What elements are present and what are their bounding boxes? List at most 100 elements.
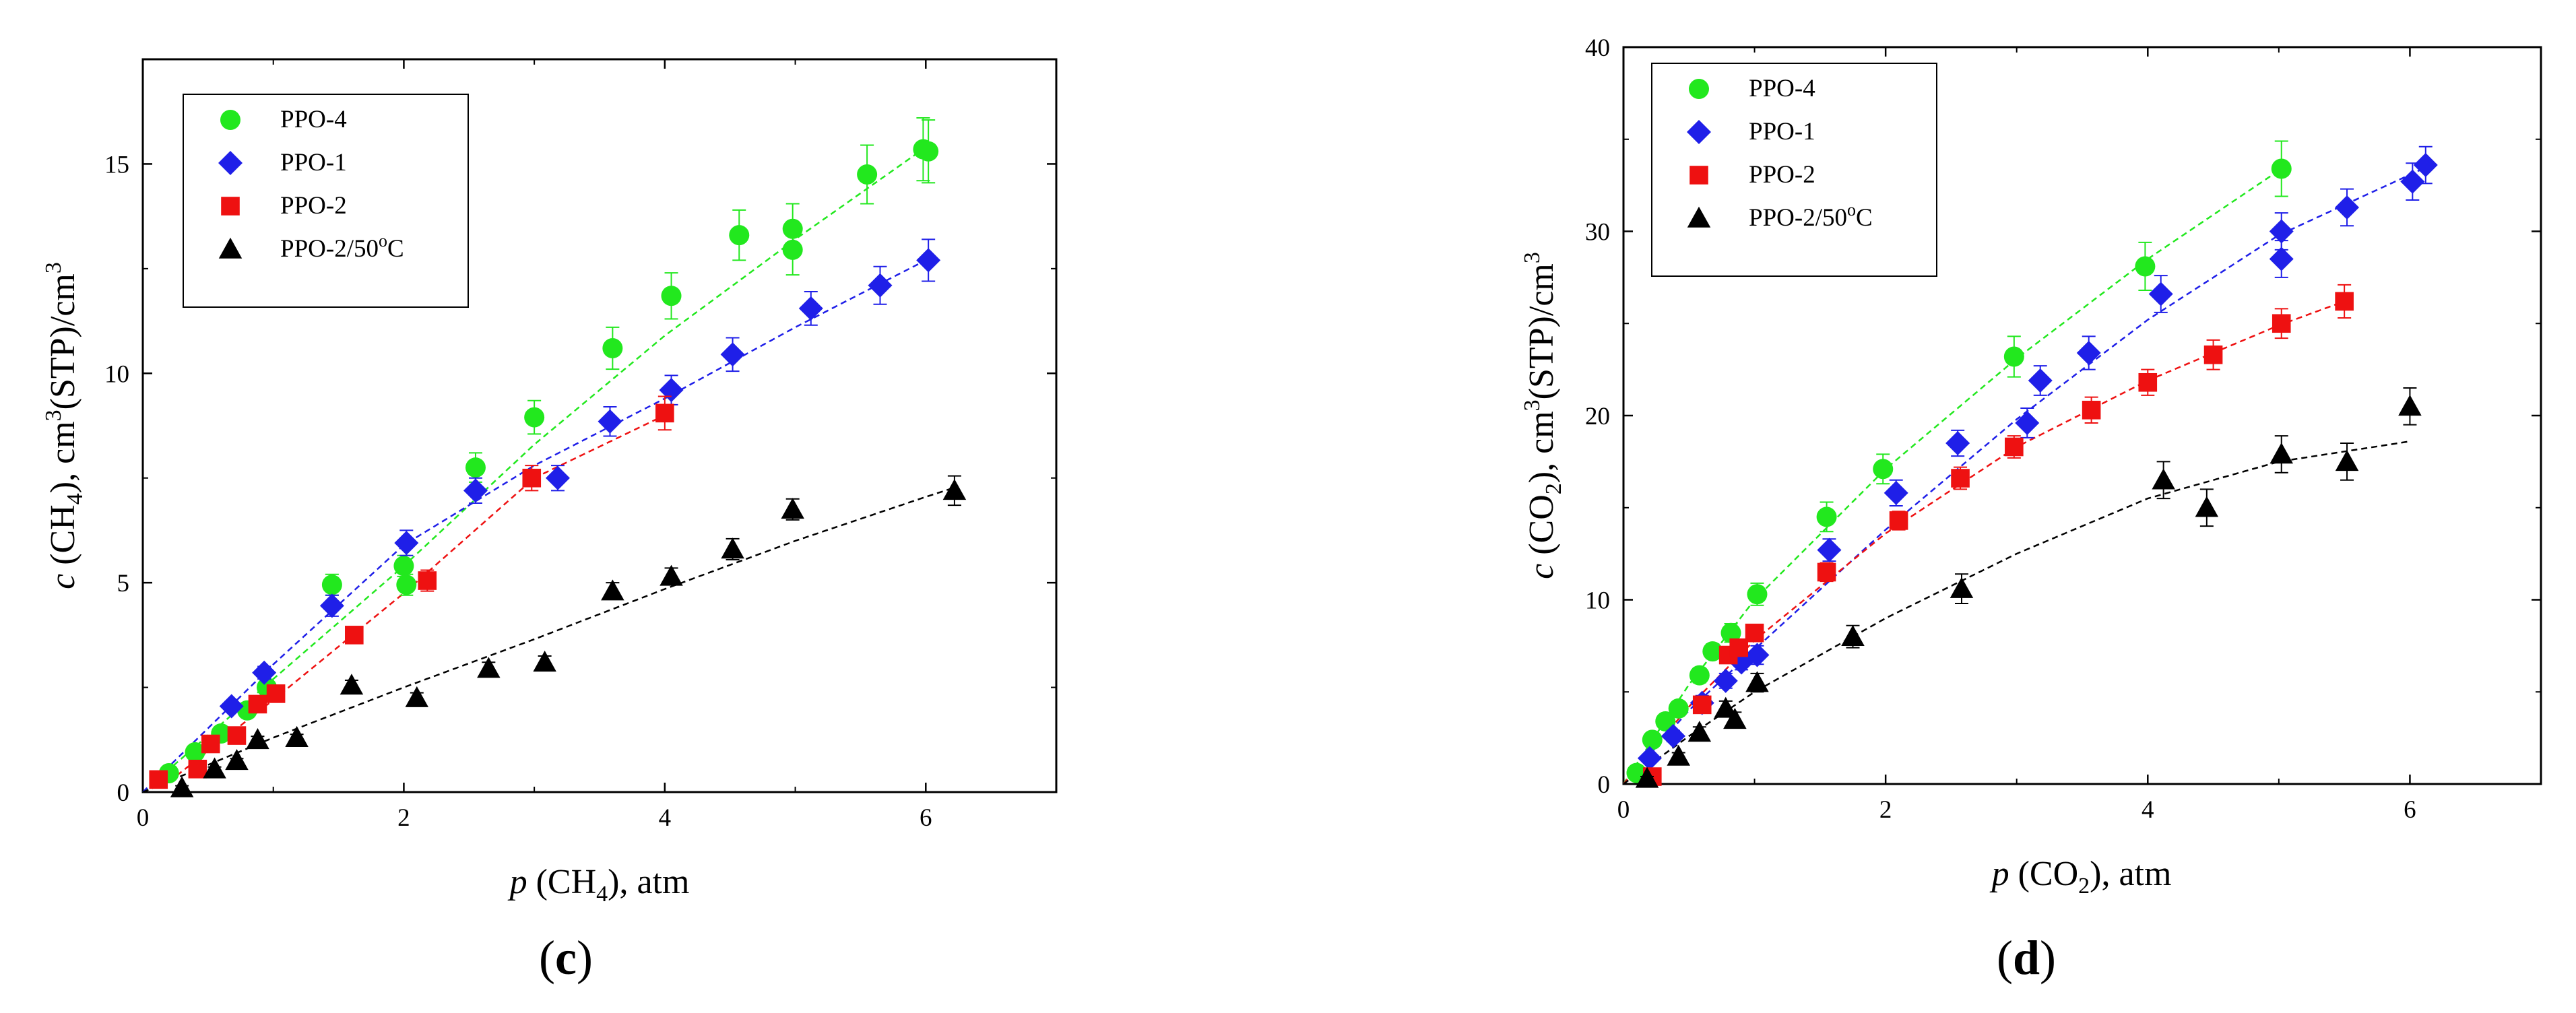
data-point-ppo-1 [1945,431,1970,456]
x-tick-label: 6 [2404,796,2416,824]
panel-label-d: (d) [1997,931,2056,985]
legend-label-ppo2-50c-d: PPO-2/50oC [1749,200,1873,232]
data-point-ppo-2-50c [2195,496,2219,517]
y-tick-label: 0 [1598,771,1611,799]
x-axis-title-c: p (CH4), atm [507,863,690,907]
data-point-ppo-2 [1817,562,1836,582]
legend-marker-ppo-2 [1689,166,1708,185]
data-point-ppo-2-50c [659,564,683,586]
data-point-ppo-2-50c [285,725,309,747]
legend-markers-d [1687,79,1711,228]
data-point-ppo-1 [1817,537,1842,562]
data-point-ppo-4 [857,164,878,185]
data-point-ppo-2-50c [1950,577,1974,598]
data-point-ppo-2 [149,770,168,789]
data-point-ppo-4 [1873,459,1894,480]
legend-marker-ppo-4 [220,110,240,130]
data-point-ppo-4 [1668,698,1689,719]
y-tick-label: 5 [117,570,130,597]
data-points-d [1626,140,2438,788]
data-point-ppo-4 [918,141,939,162]
x-tick-label: 2 [397,804,410,832]
fit-line-ppo-1 [142,259,926,793]
x-tick-label: 4 [659,804,672,832]
y-axis-title-c: c (CH4), cm3(STP)/cm3 [41,262,88,589]
legend-label-ppo2-50c: PPO-2/50oC [280,231,404,263]
data-point-ppo-2-50c [781,498,804,519]
legend-marker-ppo-1 [1687,120,1711,144]
legend-d: PPO-4 PPO-1 PPO-2 PPO-2/50oC [1651,63,1937,277]
data-point-ppo-1 [546,465,571,490]
data-point-ppo-4 [185,742,205,762]
data-point-ppo-4 [396,575,417,595]
y-tick-label: 40 [1585,34,1610,62]
x-tick-label: 6 [920,804,932,832]
data-point-ppo-2-50c [533,651,556,672]
legend-c: PPO-4 PPO-1 PPO-2 PPO-2/50oC [183,94,469,308]
plot-frame-c [141,58,1058,793]
data-point-ppo-1 [798,296,823,321]
data-point-ppo-2-50c [1667,744,1690,766]
data-point-ppo-4 [2003,346,2024,367]
data-point-ppo-2-50c [246,728,269,750]
data-point-ppo-1 [2400,169,2425,194]
data-point-ppo-2-50c [2398,395,2422,416]
data-point-ppo-1 [1637,746,1662,771]
data-point-ppo-4 [2271,158,2292,179]
y-tick-label: 30 [1585,219,1610,247]
ticks-c: 0 2 4 6 0 5 10 15 [104,59,1056,832]
y-tick-label: 10 [104,360,129,388]
data-point-ppo-1 [2335,195,2360,220]
data-point-ppo-4 [465,457,486,478]
fit-line-ppo-2-50c [1623,440,2410,785]
data-point-ppo-2-50c [225,749,249,771]
data-point-ppo-1 [1713,668,1738,693]
y-tick-label: 0 [117,779,130,807]
data-point-ppo-4 [321,575,342,595]
data-point-ppo-1 [463,478,488,503]
legend-label-ppo4: PPO-4 [280,106,347,133]
data-point-ppo-2-50c [1841,624,1865,646]
data-point-ppo-2 [248,694,267,714]
data-point-ppo-2 [227,726,247,745]
chart-panel-d: 0 2 4 6 0 10 20 30 40 PPO-4 PPO-1 PPO-2 PPO-2/50… [1520,34,2542,985]
data-point-ppo-2 [188,760,207,779]
y-tick-label: 15 [104,151,129,178]
panel-label-c: (c) [539,931,593,985]
data-point-ppo-2-50c [477,657,501,678]
data-point-ppo-4 [1642,729,1663,750]
y-axis-title-d: c (CO2), cm3(STP)/cm3 [1520,252,1566,579]
data-point-ppo-2 [345,626,364,645]
data-point-ppo-2-50c [601,579,624,601]
data-point-ppo-2-50c [170,776,194,797]
data-point-ppo-4 [1747,584,1768,605]
data-point-ppo-2-50c [2152,468,2175,490]
data-point-ppo-2 [201,734,220,754]
data-point-ppo-1 [219,694,244,719]
x-tick-label: 2 [1879,796,1892,824]
y-tick-label: 20 [1585,403,1610,430]
data-point-ppo-1 [2015,410,2040,435]
legend-marker-ppo-1 [218,151,243,175]
data-point-ppo-2-50c [2269,443,2293,464]
data-point-ppo-2-50c [405,686,429,707]
data-point-ppo-1 [868,273,893,298]
data-point-ppo-1 [720,342,745,367]
data-point-ppo-2-50c [1723,708,1747,729]
legend-label-ppo2: PPO-2 [280,192,347,220]
data-point-ppo-1 [319,593,344,618]
data-point-ppo-2 [418,571,437,590]
legend-marker-ppo-2-50c [218,237,243,259]
data-point-ppo-4 [1702,641,1723,662]
data-point-ppo-2 [1692,695,1712,715]
x-tick-label: 0 [137,804,150,832]
data-point-ppo-2-50c [1745,671,1769,692]
data-point-ppo-4 [393,556,414,577]
data-point-ppo-1 [1745,643,1770,667]
data-point-ppo-1 [2148,282,2173,306]
data-point-ppo-2-50c [721,537,744,559]
data-point-ppo-2 [2272,314,2291,333]
data-point-ppo-4 [661,286,682,306]
data-point-ppo-2 [2005,437,2024,457]
